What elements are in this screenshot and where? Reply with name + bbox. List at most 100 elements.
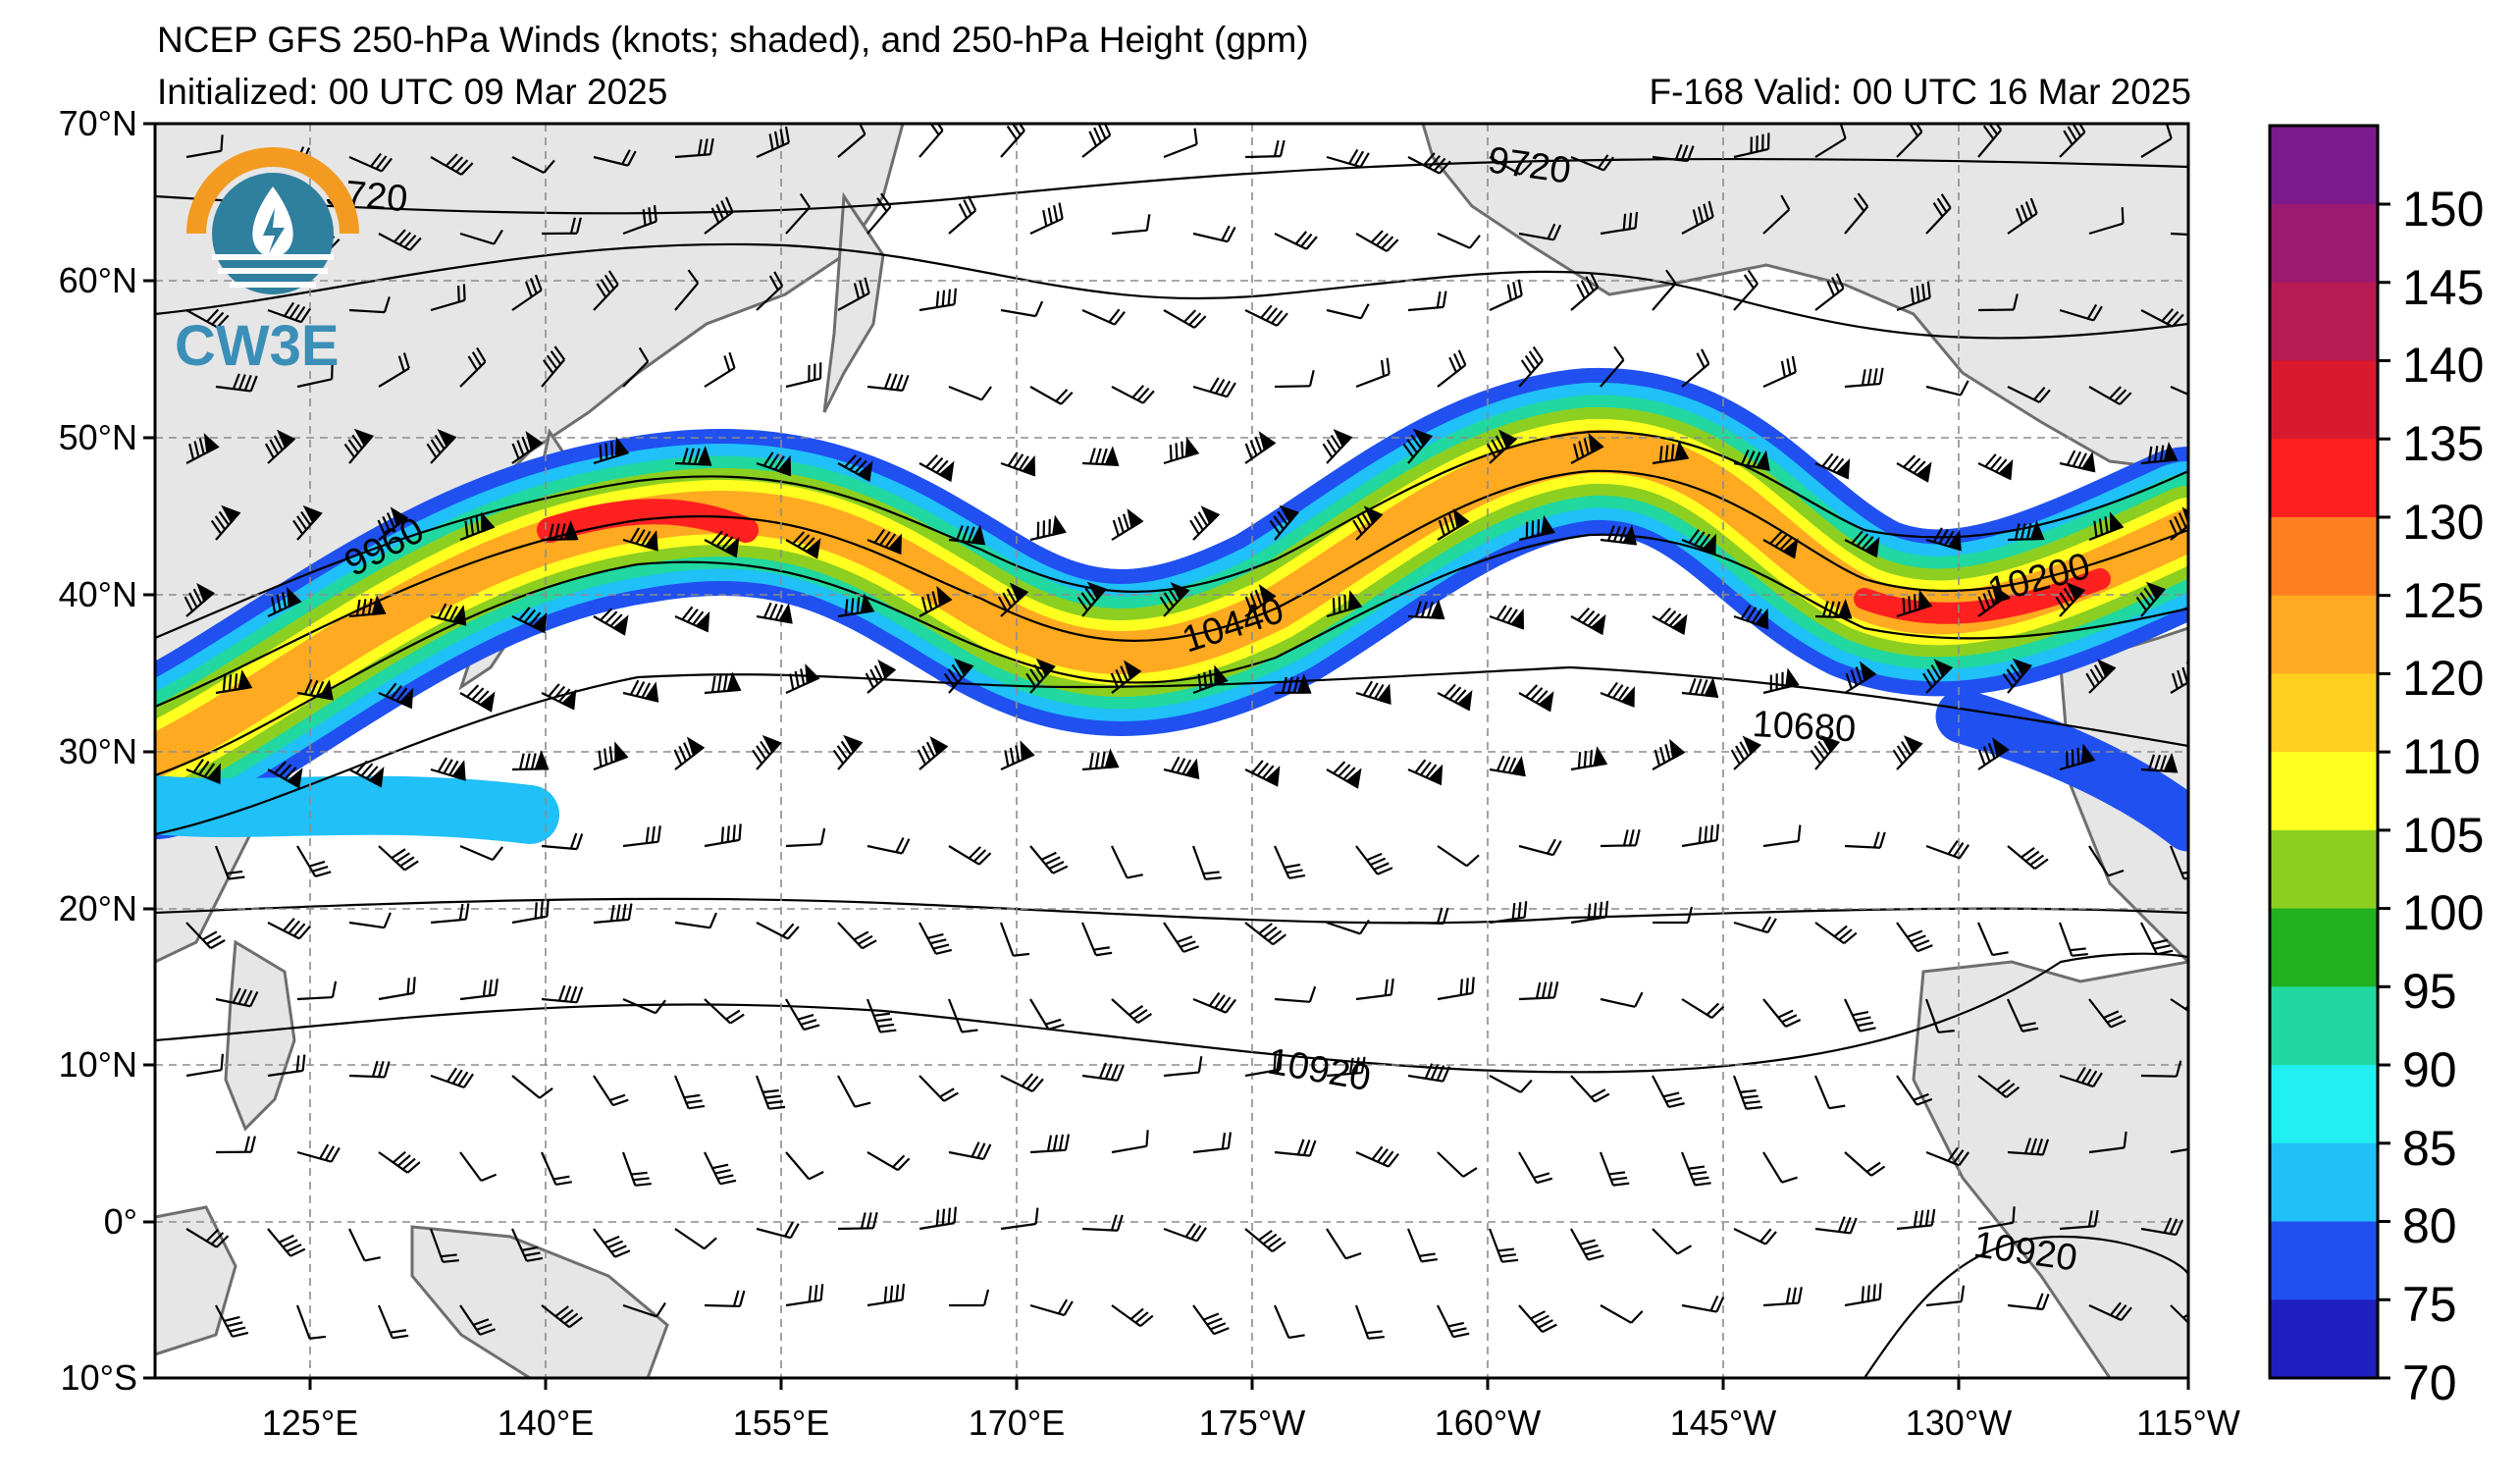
wind-barb [1896,922,1933,953]
wind-barb [865,659,897,694]
wind-barb [1322,429,1353,464]
wind-barb [1813,1075,1846,1110]
wind-barb [1925,839,1969,860]
wind-barb [540,1151,572,1187]
wind-barb [1977,293,2019,312]
wind-barb [1810,734,1841,770]
lon-label-160w: 160°W [1434,1403,1542,1443]
wind-barb [292,504,323,541]
colorbar-label-70: 70 [2402,1355,2457,1410]
wind-barb [1163,1056,1203,1078]
wind-barb [1652,1075,1685,1109]
wind-barb [948,1141,992,1161]
wind-barb [1192,991,1236,1014]
wind-barb [185,134,224,159]
colorbar-segment [2270,204,2378,284]
wind-barb [1407,759,1444,786]
wind-barb [674,137,714,159]
wind-barb [1599,1151,1630,1187]
wind-barb [2169,845,2188,880]
wind-barb [459,684,496,713]
lon-label-170e: 170°E [968,1403,1066,1443]
wind-barb [184,582,216,617]
wind-barb [785,1151,824,1181]
wind-barb [866,192,892,235]
wind-barb [541,984,584,1004]
wind-barb [1844,530,1880,558]
wind-barb [267,1228,306,1257]
wind-barb [1402,428,1434,464]
wind-barb [2059,1209,2099,1231]
wind-barb [785,998,820,1032]
wind-barb [837,593,875,618]
wind-barb [1762,194,1791,235]
wind-barb [1489,605,1525,630]
wind-barbs [184,124,2188,1340]
wind-barb [1355,845,1393,875]
colorbar-segment [2270,595,2378,674]
wind-barb [2140,922,2174,956]
wind-barb [1733,269,1759,311]
wind-barb [1844,998,1876,1033]
wind-barb [2088,1301,2132,1322]
wind-barb [1896,281,1931,312]
wind-barb [1570,1075,1610,1103]
wind-barb [1355,230,1399,252]
wind-barb [1518,1151,1553,1185]
wind-barb [1652,906,1694,925]
wind-barb [295,1304,327,1340]
wind-barb [459,511,496,542]
wind-barb [1652,440,1690,465]
wind-barb [1029,1298,1074,1317]
wind-barb [1762,824,1802,848]
wind-barb [1029,386,1074,405]
wind-barb [2140,1217,2184,1237]
wind-barb [1925,527,1962,552]
wind-barb [1000,300,1044,318]
wind-barb [756,602,793,624]
wind-barb [948,524,986,546]
height-contours [155,157,2188,1378]
wind-barb [2170,380,2188,402]
wind-barb [1352,505,1384,541]
wind-barb [2088,845,2125,877]
wind-barb [1681,823,1719,848]
wind-barb [1273,845,1306,879]
wind-barb [1814,273,1845,311]
logo-bolt-icon [263,208,285,253]
colorbar-label-125: 125 [2402,573,2485,628]
wind-barb [1191,845,1222,880]
wind-barb [837,124,866,158]
lat-label-70n: 70°N [58,103,137,143]
wind-barb [2140,752,2179,773]
wind-barb [1189,505,1221,541]
wind-barb [348,912,392,929]
wind-barb [1925,193,1952,235]
wind-barb [264,429,296,464]
contour-label-10680: 10680 [1752,704,1858,750]
wind-barb [1733,132,1770,159]
wind-barb [593,270,619,311]
wind-barb [348,152,393,173]
wind-barb [704,671,742,695]
wind-barb [673,736,706,770]
colorbar-label-95: 95 [2402,964,2457,1019]
wind-barb [837,1211,878,1231]
wind-barb [459,1304,497,1336]
colorbar-label-120: 120 [2402,651,2485,706]
wind-barb [1600,828,1641,848]
wind-barb [1081,748,1120,771]
wind-barb [511,156,555,174]
wind-barb [541,832,584,851]
lon-label-115w: 115°W [2136,1403,2240,1443]
wind-barb [1977,124,2003,158]
wind-barb [1652,269,1677,311]
wind-barb [2007,845,2049,870]
wind-barb [1762,355,1797,389]
wind-barb [1814,922,1858,945]
wind-barb [1326,303,1370,320]
wind-barb [1814,452,1851,480]
wind-barb [1029,845,1069,874]
wind-barb [1844,1283,1882,1307]
wind-barb [1518,345,1544,388]
